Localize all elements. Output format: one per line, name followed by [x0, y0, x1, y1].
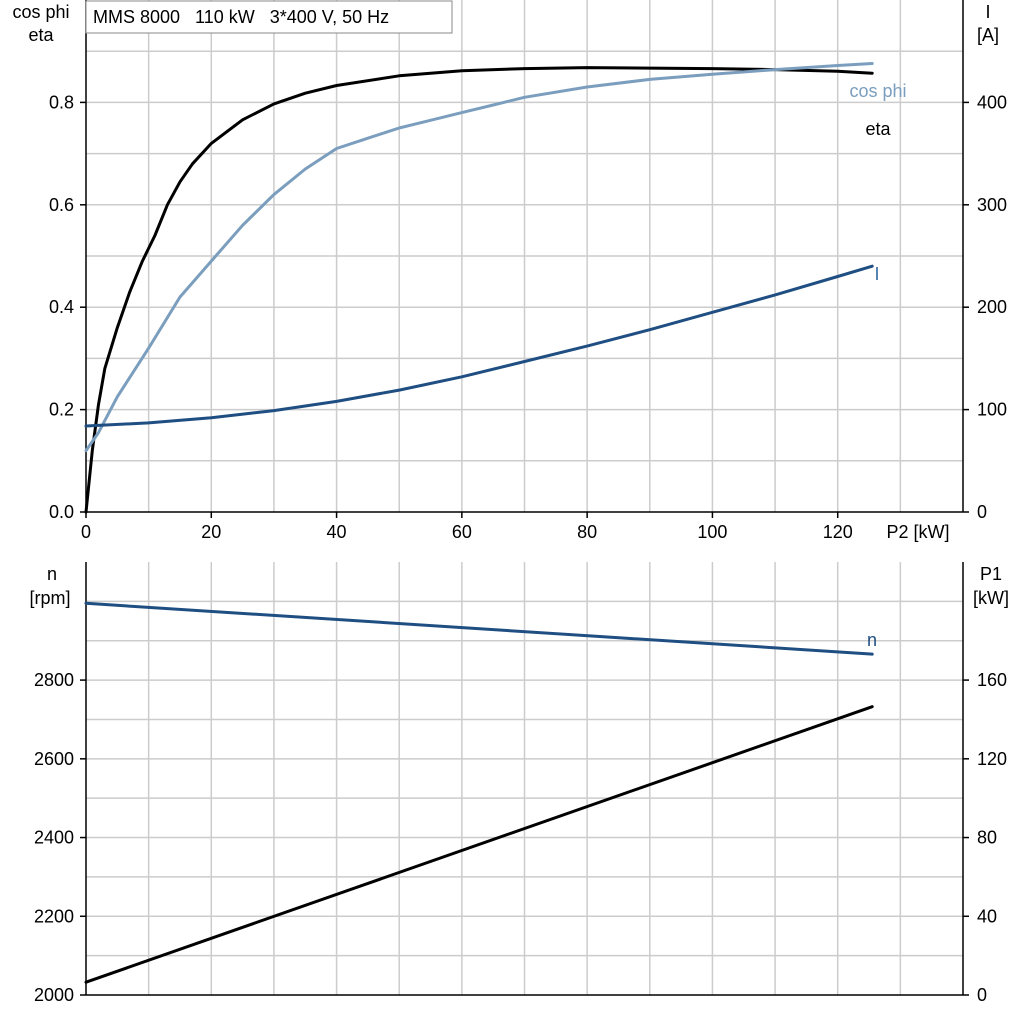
right-tick-label: 100: [977, 400, 1007, 420]
left-tick-label: 0.0: [49, 502, 74, 522]
bottom-chart-grid: [86, 562, 963, 995]
top-x-axis-ticks: 0 20 40 60 80 100 120: [81, 512, 853, 542]
series-line-cos-phi: [84, 62, 874, 453]
x-tick-label: 0: [81, 522, 91, 542]
right-tick-label: 160: [977, 670, 1007, 690]
chart-title-box: [85, 0, 453, 34]
top-right-axis-label-line1: I: [985, 2, 990, 22]
bottom-right-axis-ticks: 0 40 80 120 160: [963, 670, 1007, 1005]
x-tick-label: 120: [823, 522, 853, 542]
top-right-axis-label-line2: [A]: [977, 25, 999, 45]
series-label-i: I: [874, 264, 879, 284]
left-tick-label: 0.8: [49, 92, 74, 112]
series-line-i: [84, 264, 874, 428]
series-line-n: [84, 601, 874, 656]
x-axis-label: P2 [kW]: [886, 522, 949, 542]
left-tick-label: 2000: [34, 985, 74, 1005]
right-tick-label: 80: [977, 828, 997, 848]
top-right-axis-ticks: 0 100 200 300 400: [963, 92, 1007, 522]
left-tick-label: 2200: [34, 906, 74, 926]
top-left-axis-label-line1: cos phi: [12, 2, 69, 22]
top-left-axis-label-line2: eta: [28, 25, 54, 45]
top-chart-grid: [86, 0, 963, 512]
series-label-eta: eta: [865, 119, 891, 139]
right-tick-label: 0: [977, 985, 987, 1005]
right-tick-label: 40: [977, 906, 997, 926]
series-label-cos-phi: cos phi: [849, 81, 906, 101]
left-tick-label: 0.6: [49, 195, 74, 215]
left-tick-label: 2400: [34, 828, 74, 848]
series-line-p1: [84, 705, 874, 984]
chart-title: MMS 8000 110 kW 3*400 V, 50 Hz: [93, 7, 389, 27]
top-chart-series: [84, 62, 874, 514]
right-tick-label: 200: [977, 297, 1007, 317]
x-tick-label: 80: [577, 522, 597, 542]
bottom-left-axis-label-line2: [rpm]: [29, 588, 70, 608]
x-tick-label: 100: [697, 522, 727, 542]
bottom-chart-series: [84, 601, 874, 984]
left-tick-label: 2600: [34, 749, 74, 769]
bottom-left-axis-ticks: 2000 2200 2400 2600 2800: [34, 670, 86, 1005]
bottom-right-axis-label-line1: P1: [980, 564, 1002, 584]
right-tick-label: 0: [977, 502, 987, 522]
right-tick-label: 120: [977, 749, 1007, 769]
left-tick-label: 0.4: [49, 297, 74, 317]
bottom-right-axis-label-line2: [kW]: [973, 588, 1009, 608]
series-label-n: n: [867, 630, 877, 650]
x-tick-label: 60: [452, 522, 472, 542]
bottom-chart-axes: [85, 562, 964, 996]
left-tick-label: 0.2: [49, 400, 74, 420]
top-left-axis-ticks: 0.0 0.2 0.4 0.6 0.8: [49, 92, 86, 522]
x-tick-label: 20: [201, 522, 221, 542]
right-tick-label: 400: [977, 92, 1007, 112]
right-tick-label: 300: [977, 195, 1007, 215]
series-line-eta: [84, 66, 874, 514]
left-tick-label: 2800: [34, 670, 74, 690]
x-tick-label: 40: [327, 522, 347, 542]
bottom-left-axis-label-line1: n: [47, 564, 57, 584]
